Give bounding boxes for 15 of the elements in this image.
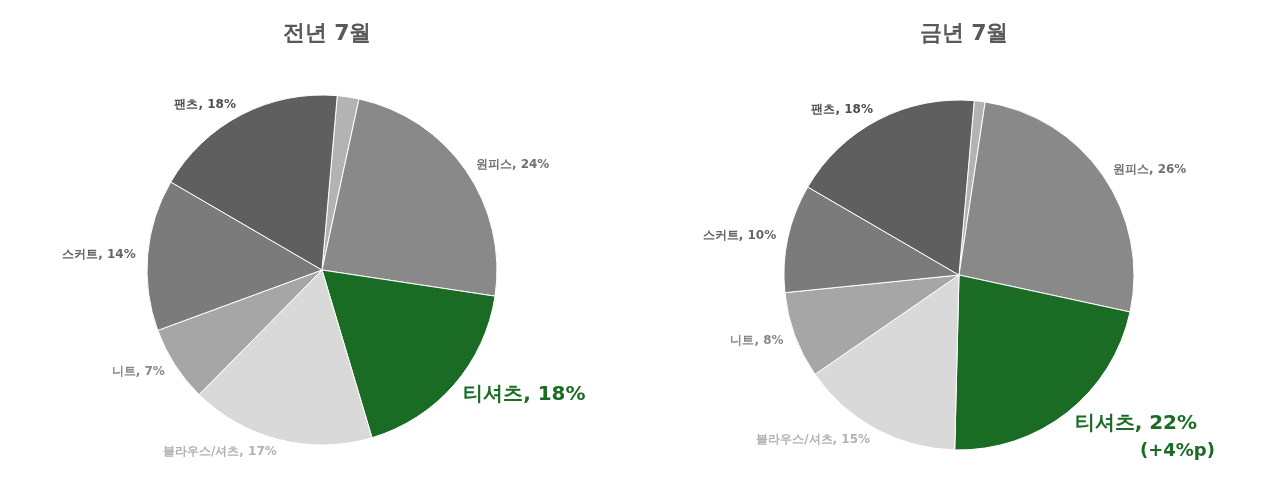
slice-label: 블라우스/셔츠, 15% xyxy=(756,432,871,447)
slice-label: 스커트, 10% xyxy=(702,228,777,243)
chart-title: 금년 7월 xyxy=(919,19,1009,45)
chart-title: 전년 7월 xyxy=(282,19,372,45)
slice-label: 티셔츠, 22% xyxy=(1074,409,1198,434)
slice-label: 원피스, 26% xyxy=(1112,161,1187,176)
slice-label: 팬츠, 18% xyxy=(811,101,873,116)
text: (+4%p) xyxy=(1140,438,1215,460)
slice-label: 팬츠, 18% xyxy=(174,96,236,111)
slice-label: 스커트, 14% xyxy=(62,246,136,261)
slice-label: 니트, 7% xyxy=(111,364,165,379)
slice-label: 니트, 8% xyxy=(730,332,784,347)
slice-label: 원피스, 24% xyxy=(475,156,550,171)
slice-label: 티셔츠, 18% xyxy=(463,380,586,405)
slice-label: 블라우스/셔츠, 17% xyxy=(162,444,277,459)
